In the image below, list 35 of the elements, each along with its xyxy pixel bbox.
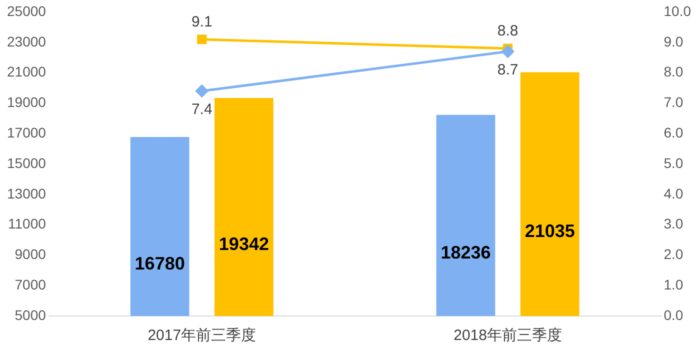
y2-tick-label: 5.0 xyxy=(664,154,684,171)
y2-tick-label: 9.0 xyxy=(664,33,684,50)
y-tick-label: 5000 xyxy=(14,306,46,323)
data-label: 9.1 xyxy=(191,14,212,30)
y-tick-label: 17000 xyxy=(6,124,46,140)
y2-tick-label: 3.0 xyxy=(664,216,684,232)
y-tick-label: 7000 xyxy=(14,276,46,292)
point xyxy=(196,84,208,98)
y2-tick-label: 2.0 xyxy=(664,246,684,262)
y-tick-label: 21000 xyxy=(6,64,46,80)
y-tick-label: 11000 xyxy=(8,216,46,232)
data-label: 21035 xyxy=(524,221,575,242)
y-tick-label: 25000 xyxy=(6,2,46,19)
y2-tick-label: 1.0 xyxy=(664,276,684,292)
y2-tick-label: 4.0 xyxy=(664,185,684,202)
point xyxy=(502,45,514,58)
data-label: 18236 xyxy=(440,242,491,262)
y-tick-label: 23000 xyxy=(6,33,46,50)
y2-tick-label: 7.0 xyxy=(664,94,684,110)
y2-tick-label: 8.0 xyxy=(664,64,684,80)
data-label: 19342 xyxy=(218,234,269,254)
y-tick-label: 19000 xyxy=(6,94,46,110)
data-label: 7.4 xyxy=(191,101,212,118)
y2-tick-label: 10.0 xyxy=(664,2,692,19)
x-tick-label: 2018年前三季度 xyxy=(454,327,562,344)
y-tick-label: 15000 xyxy=(6,154,46,171)
y-tick-label: 9000 xyxy=(14,246,46,262)
y-tick-label: 13000 xyxy=(6,185,46,202)
y2-tick-label: 6.0 xyxy=(664,124,684,140)
data-label: 8.8 xyxy=(497,22,518,40)
data-label: 16780 xyxy=(134,253,185,274)
data-label: 8.7 xyxy=(497,62,518,79)
x-tick-label: 2017年前三季度 xyxy=(148,327,256,344)
point xyxy=(197,34,207,44)
y2-tick-label: 0.0 xyxy=(664,306,684,323)
